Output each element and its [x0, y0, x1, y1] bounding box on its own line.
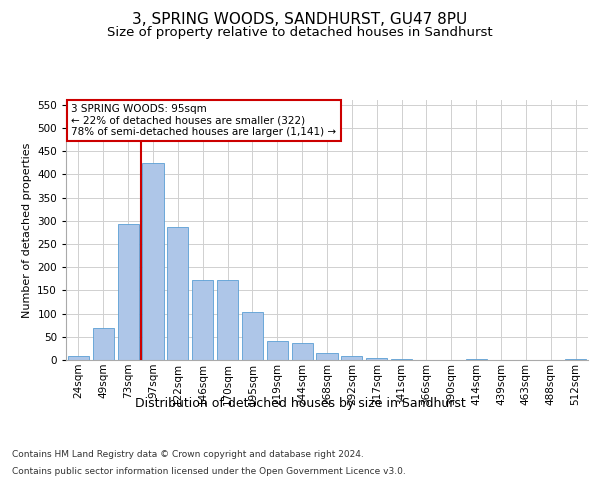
Bar: [366, 358, 387, 360]
Bar: [68, 356, 89, 360]
Bar: [466, 359, 487, 360]
Bar: [217, 280, 238, 360]
Text: 3, SPRING WOODS, SANDHURST, GU47 8PU: 3, SPRING WOODS, SANDHURST, GU47 8PU: [133, 12, 467, 28]
Bar: [341, 356, 362, 360]
Bar: [192, 280, 213, 360]
Bar: [292, 343, 313, 360]
Y-axis label: Number of detached properties: Number of detached properties: [22, 142, 32, 318]
Bar: [316, 353, 338, 360]
Bar: [391, 359, 412, 360]
Bar: [267, 340, 288, 360]
Text: Size of property relative to detached houses in Sandhurst: Size of property relative to detached ho…: [107, 26, 493, 39]
Text: Distribution of detached houses by size in Sandhurst: Distribution of detached houses by size …: [134, 398, 466, 410]
Bar: [118, 224, 139, 360]
Text: Contains HM Land Registry data © Crown copyright and database right 2024.: Contains HM Land Registry data © Crown c…: [12, 450, 364, 459]
Bar: [142, 162, 164, 360]
Text: Contains public sector information licensed under the Open Government Licence v3: Contains public sector information licen…: [12, 468, 406, 476]
Bar: [565, 359, 586, 360]
Text: 3 SPRING WOODS: 95sqm
← 22% of detached houses are smaller (322)
78% of semi-det: 3 SPRING WOODS: 95sqm ← 22% of detached …: [71, 104, 337, 137]
Bar: [242, 312, 263, 360]
Bar: [93, 328, 114, 360]
Bar: [167, 227, 188, 360]
